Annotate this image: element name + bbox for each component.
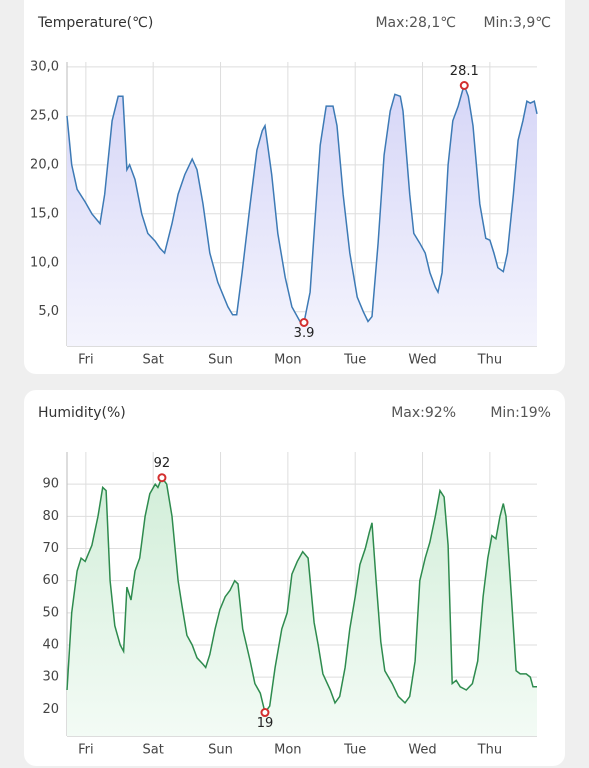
min-text: Min:19%: [490, 405, 551, 421]
annotation-label: 3.9: [294, 326, 315, 341]
x-tick-label: Fri: [78, 743, 94, 758]
max-text: Max:28,1℃: [375, 15, 456, 31]
y-tick-label: 40: [42, 637, 59, 652]
x-tick-label: Fri: [78, 353, 94, 368]
y-tick-label: 5,0: [38, 304, 59, 319]
annotation-label: 28.1: [450, 64, 479, 79]
y-tick-label: 25,0: [30, 108, 59, 123]
marker: [299, 317, 309, 327]
x-tick-label: Sun: [208, 353, 233, 368]
y-tick-label: 70: [42, 541, 59, 556]
y-tick-label: 10,0: [30, 255, 59, 270]
max-text: Max:92%: [391, 405, 456, 421]
x-tick-label: Wed: [408, 353, 436, 368]
y-tick-label: 50: [42, 605, 59, 620]
y-tick-label: 30: [42, 670, 59, 685]
y-tick-label: 20,0: [30, 157, 59, 172]
x-tick-label: Sat: [143, 353, 164, 368]
x-tick-label: Sat: [143, 743, 164, 758]
y-tick-label: 60: [42, 573, 59, 588]
chart-title: Temperature(℃): [37, 15, 153, 31]
x-tick-label: Tue: [343, 743, 366, 758]
y-tick-label: 15,0: [30, 206, 59, 221]
x-tick-label: Mon: [274, 353, 301, 368]
x-tick-label: Thu: [477, 743, 502, 758]
x-tick-label: Thu: [477, 353, 502, 368]
line: [66, 83, 538, 324]
x-tick-label: Tue: [343, 353, 366, 368]
y-tick-label: 90: [42, 477, 59, 492]
x-tick-label: Wed: [408, 743, 436, 758]
annotation-label: 19: [257, 716, 274, 731]
area: [67, 477, 537, 736]
marker: [157, 473, 167, 483]
x-tick-label: Mon: [274, 743, 301, 758]
annotation-label: 92: [154, 456, 171, 471]
y-tick-label: 80: [42, 509, 59, 524]
marker: [459, 81, 469, 91]
min-text: Min:3,9℃: [483, 15, 551, 31]
marker: [260, 708, 270, 718]
y-tick-label: 20: [42, 702, 59, 717]
chart-title: Humidity(%): [38, 405, 126, 421]
y-tick-label: 30,0: [30, 59, 59, 74]
area: [67, 85, 537, 346]
line: [66, 476, 537, 715]
x-tick-label: Sun: [208, 743, 233, 758]
